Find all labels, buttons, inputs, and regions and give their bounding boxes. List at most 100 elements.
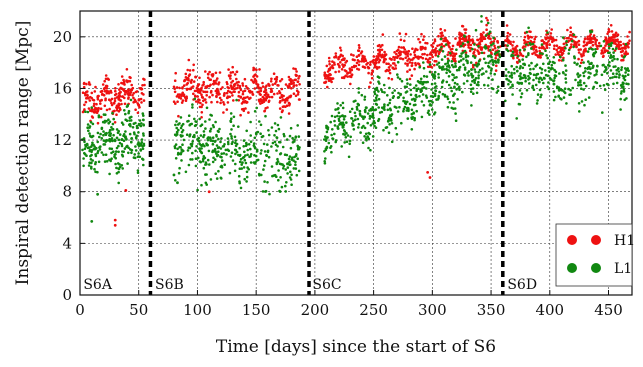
data-point-h1 <box>232 99 235 102</box>
data-point-l1 <box>89 161 93 165</box>
data-point-l1 <box>561 36 565 39</box>
data-point-l1 <box>142 134 145 137</box>
data-point-l1 <box>433 77 437 80</box>
data-point-l1 <box>580 100 584 103</box>
data-point-h1 <box>120 95 124 98</box>
data-point-l1 <box>275 149 278 152</box>
data-point-h1 <box>222 101 225 104</box>
data-point-l1 <box>515 69 519 73</box>
data-point-l1 <box>285 138 289 141</box>
data-point-l1 <box>244 154 247 157</box>
data-point-h1 <box>219 87 223 91</box>
data-point-l1 <box>179 152 183 156</box>
data-point-l1 <box>410 108 414 112</box>
data-point-l1 <box>537 77 541 81</box>
data-point-l1 <box>421 83 424 86</box>
data-point-l1 <box>440 85 444 89</box>
data-point-h1 <box>324 80 328 84</box>
data-point-h1 <box>225 108 229 111</box>
data-point-h1 <box>432 41 435 45</box>
data-point-h1 <box>554 53 557 56</box>
data-point-h1 <box>339 46 342 50</box>
data-point-l1 <box>614 65 617 68</box>
data-point-h1 <box>123 96 126 100</box>
data-point-h1 <box>103 104 107 108</box>
data-point-l1 <box>354 114 357 118</box>
data-point-h1 <box>429 57 432 60</box>
data-point-h1 <box>417 37 420 41</box>
data-point-h1 <box>124 189 128 192</box>
data-point-l1 <box>121 150 124 153</box>
data-point-h1 <box>390 77 394 81</box>
data-point-l1 <box>384 126 388 129</box>
data-point-l1 <box>102 153 105 157</box>
data-point-h1 <box>252 68 255 72</box>
data-point-h1 <box>558 46 561 49</box>
data-point-h1 <box>190 86 193 89</box>
x-tick-label: 300 <box>418 301 447 319</box>
data-point-l1 <box>95 146 98 150</box>
data-point-h1 <box>132 92 135 95</box>
data-point-h1 <box>275 80 278 83</box>
data-point-l1 <box>412 112 416 115</box>
data-point-l1 <box>215 152 218 155</box>
data-point-l1 <box>202 156 206 160</box>
data-point-l1 <box>326 126 330 129</box>
data-point-h1 <box>110 91 113 94</box>
data-point-h1 <box>422 35 426 38</box>
data-point-h1 <box>439 27 443 31</box>
data-point-h1 <box>471 38 474 41</box>
data-point-l1 <box>463 66 467 69</box>
data-point-l1 <box>440 58 444 61</box>
data-point-h1 <box>237 90 241 94</box>
data-point-h1 <box>431 55 434 59</box>
data-point-l1 <box>376 75 380 78</box>
data-point-l1 <box>194 123 198 127</box>
data-point-l1 <box>532 88 536 91</box>
data-point-l1 <box>176 147 179 151</box>
data-point-h1 <box>363 58 367 61</box>
data-point-l1 <box>475 91 479 95</box>
data-point-l1 <box>601 111 604 114</box>
data-point-h1 <box>426 53 429 57</box>
data-point-l1 <box>282 164 286 168</box>
data-point-h1 <box>562 47 565 50</box>
data-point-l1 <box>397 96 401 99</box>
data-point-h1 <box>239 113 242 117</box>
data-point-h1 <box>346 72 349 75</box>
data-point-l1 <box>492 36 495 40</box>
data-point-l1 <box>275 175 278 178</box>
data-point-h1 <box>85 82 88 86</box>
data-point-l1 <box>246 153 249 157</box>
data-point-l1 <box>99 145 102 148</box>
data-point-h1 <box>540 39 543 42</box>
data-point-h1 <box>602 46 606 50</box>
data-point-l1 <box>246 148 249 152</box>
data-point-l1 <box>352 124 355 127</box>
data-point-l1 <box>436 55 440 58</box>
data-point-l1 <box>245 129 248 133</box>
data-point-l1 <box>125 119 129 122</box>
data-point-h1 <box>566 28 569 32</box>
data-point-l1 <box>102 143 105 146</box>
data-point-h1 <box>544 36 547 40</box>
data-point-l1 <box>387 119 390 123</box>
data-point-l1 <box>186 149 190 152</box>
data-point-h1 <box>506 31 510 35</box>
data-point-h1 <box>586 37 589 41</box>
data-point-l1 <box>393 105 397 109</box>
data-point-l1 <box>214 172 217 175</box>
data-point-h1 <box>340 68 344 71</box>
data-point-l1 <box>388 98 392 102</box>
data-point-l1 <box>142 123 145 127</box>
data-point-l1 <box>406 100 409 104</box>
data-point-h1 <box>264 86 267 89</box>
data-point-l1 <box>609 54 613 57</box>
data-point-l1 <box>367 146 370 150</box>
data-point-l1 <box>381 90 384 94</box>
data-point-h1 <box>451 44 455 48</box>
data-point-l1 <box>609 44 613 47</box>
data-point-h1 <box>131 94 134 97</box>
data-point-l1 <box>433 82 437 85</box>
data-point-l1 <box>217 137 220 141</box>
